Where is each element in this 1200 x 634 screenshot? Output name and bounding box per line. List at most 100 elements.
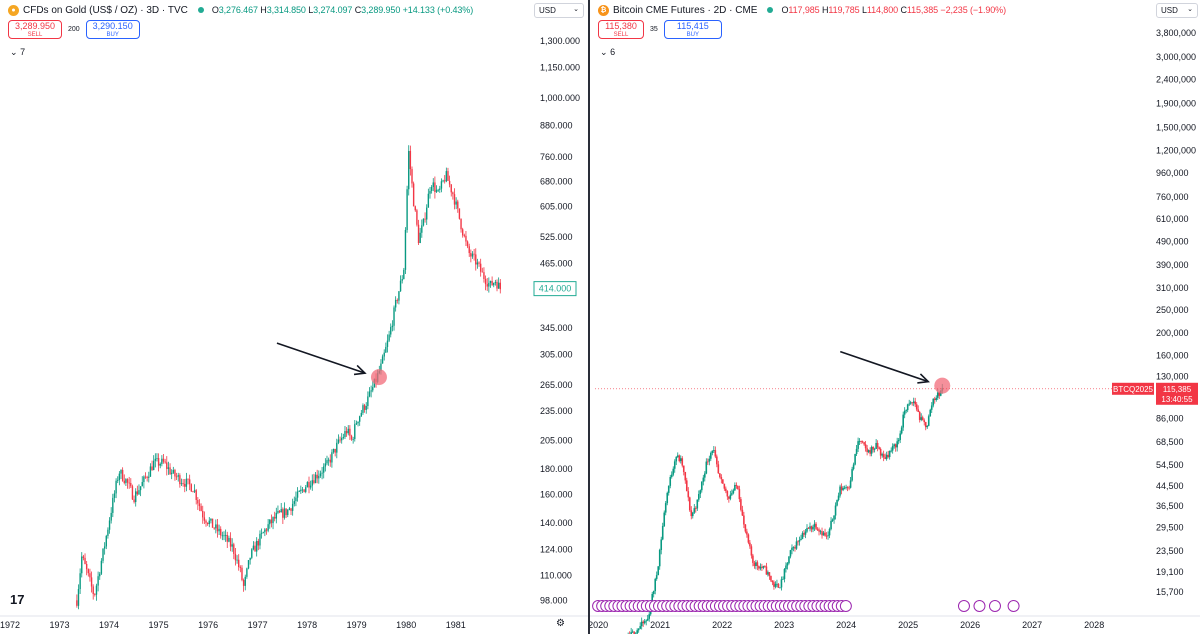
candle-body <box>918 411 921 420</box>
bitcoin-currency-select[interactable]: USD ⌄ <box>1156 3 1198 18</box>
candle-body <box>873 448 876 450</box>
candle-body <box>801 533 804 539</box>
bitcoin-indicators-toggle[interactable]: ⌄ 6 <box>600 47 615 58</box>
candle-body <box>491 280 493 286</box>
candle-body <box>479 263 482 272</box>
candle-body <box>427 193 430 208</box>
bitcoin-chart-pane[interactable]: 3,800,000 3,000,000 2,400,000 1,900,000 1,50… <box>590 0 1200 634</box>
event-marker-icon[interactable] <box>1007 600 1020 612</box>
candle-body <box>303 489 305 492</box>
bitcoin-chart[interactable]: 3,800,000 3,000,000 2,400,000 1,900,000 1,50… <box>590 0 1200 634</box>
price-axis-label: 3,800,000 <box>1156 28 1196 38</box>
candle-body <box>669 477 672 486</box>
candle-body <box>283 508 286 518</box>
gold-title[interactable]: CFDs on Gold (US$ / OZ) · 3D · TVC <box>23 4 188 16</box>
candle-body <box>255 540 258 552</box>
candle-body <box>296 491 299 498</box>
candle-body <box>848 487 850 489</box>
candle-body <box>305 487 307 492</box>
candle-body <box>685 480 688 492</box>
candle-body <box>846 486 849 488</box>
candle-body <box>857 441 859 449</box>
candle-body <box>228 537 230 542</box>
bitcoin-title[interactable]: Bitcoin CME Futures · 2D · CME <box>613 4 758 16</box>
candle-body <box>426 207 428 220</box>
candle-body <box>652 591 655 594</box>
tradingview-logo-icon[interactable]: 17 <box>10 592 25 607</box>
candle-body <box>170 472 173 475</box>
candle-body <box>893 444 895 447</box>
candle-body <box>782 578 784 580</box>
price-axis-label: 3,000,000 <box>1156 52 1196 62</box>
event-marker-icon[interactable] <box>973 600 986 612</box>
bitcoin-contract-label: BTCQ2025 <box>1113 385 1154 394</box>
candle-body <box>406 189 408 230</box>
candle-body <box>776 583 778 585</box>
gold-chart-pane[interactable]: 1,300.000 1,150.000 1,000.000 880.000 760.00… <box>0 0 590 634</box>
candle-body <box>701 481 703 491</box>
candle-body <box>783 569 786 579</box>
candle-body <box>667 485 670 493</box>
candle-body <box>740 499 742 510</box>
event-marker-icon[interactable] <box>988 600 1001 612</box>
candle-body <box>309 485 312 488</box>
price-axis-label: 960,000 <box>1156 168 1189 178</box>
bitcoin-sell-label: SELL <box>613 31 629 38</box>
event-marker-icon[interactable] <box>839 600 852 612</box>
candle-body <box>113 493 116 498</box>
candle-body <box>81 556 83 574</box>
gold-chart[interactable]: 1,300.000 1,150.000 1,000.000 880.000 760.00… <box>0 0 588 634</box>
candle-body <box>737 485 739 490</box>
price-axis-label: 124.000 <box>540 544 573 554</box>
gold-indicators-toggle[interactable]: ⌄ 7 <box>10 47 25 58</box>
candle-body <box>344 431 346 438</box>
gold-currency-select[interactable]: USD ⌄ <box>534 3 584 18</box>
candle-body <box>773 582 775 587</box>
bitcoin-countdown: 13:40:55 <box>1161 395 1193 404</box>
price-axis-label: 680.000 <box>540 176 573 186</box>
gold-axis-settings-icon[interactable]: ⚙ <box>556 618 565 629</box>
candle-body <box>126 479 129 483</box>
candle-body <box>473 253 475 255</box>
candle-body <box>285 508 287 515</box>
price-axis-label: 1,900,000 <box>1156 99 1196 109</box>
candle-body <box>121 469 124 481</box>
candle-body <box>651 593 654 606</box>
bitcoin-change: −2,235 (−1.90%) <box>940 5 1006 15</box>
candle-body <box>233 544 235 554</box>
candle-body <box>484 278 487 285</box>
bitcoin-sell-button[interactable]: 115,380 SELL <box>598 20 644 39</box>
bitcoin-buy-button[interactable]: 115,415 BUY <box>663 20 722 39</box>
candle-body <box>875 442 877 449</box>
candle-body <box>295 497 297 502</box>
time-axis-label: 1973 <box>50 620 70 630</box>
bitcoin-sell-price: 115,380 <box>605 20 637 31</box>
time-axis-label: 1980 <box>396 620 416 630</box>
candle-body <box>828 529 831 536</box>
time-axis-label: 2027 <box>1022 620 1042 630</box>
candle-body <box>306 482 309 488</box>
candle-body <box>897 439 900 442</box>
candle-body <box>825 535 828 537</box>
price-axis-label: 23,500 <box>1156 546 1184 556</box>
gold-sell-button[interactable]: 3,289.950 SELL <box>8 20 62 39</box>
event-marker-icon[interactable] <box>957 600 970 612</box>
candle-body <box>242 579 245 586</box>
candle-body <box>911 402 914 404</box>
candle-body <box>416 210 418 225</box>
bitcoin-buy-price: 115,415 <box>676 20 709 31</box>
candle-body <box>234 553 237 561</box>
candle-body <box>381 356 384 364</box>
candle-body <box>380 363 382 371</box>
candle-body <box>755 562 757 567</box>
candle-body <box>110 512 112 521</box>
price-axis-label: 200,000 <box>1156 328 1189 338</box>
candle-body <box>267 524 269 531</box>
candle-body <box>398 291 400 301</box>
price-axis-label: 1,200,000 <box>1156 145 1196 155</box>
gold-buy-button[interactable]: 3,290.150 BUY <box>85 20 140 39</box>
candle-body <box>729 494 732 499</box>
gold-legend: ● CFDs on Gold (US$ / OZ) · 3D · TVC O3,… <box>8 3 473 17</box>
candle-body <box>696 499 699 509</box>
candle-body <box>337 439 340 443</box>
